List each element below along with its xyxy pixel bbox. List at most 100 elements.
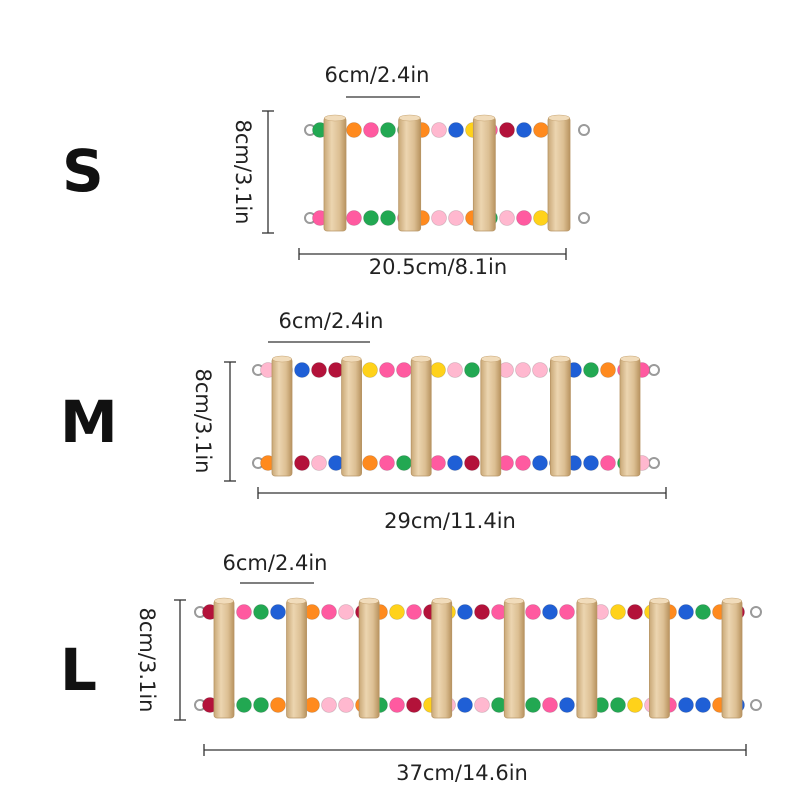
- wooden-rung: [550, 357, 571, 477]
- rung-spacing-label-m: 6cm/2.4in: [279, 309, 384, 333]
- bead: [311, 362, 327, 378]
- bead: [610, 604, 626, 620]
- bead: [600, 455, 616, 471]
- wooden-rung: [286, 599, 307, 719]
- rung-top: [359, 597, 379, 605]
- bead: [430, 455, 446, 471]
- ladder-product-l: [194, 597, 762, 719]
- bead: [600, 362, 616, 378]
- bead: [464, 362, 480, 378]
- bead: [406, 604, 422, 620]
- bead: [363, 210, 379, 226]
- wooden-rung: [398, 116, 422, 232]
- bead: [389, 604, 405, 620]
- rung-top: [272, 355, 292, 363]
- wooden-rung: [323, 116, 347, 232]
- rung-top: [473, 114, 496, 122]
- hook-icon: [750, 699, 762, 711]
- bead: [533, 122, 549, 138]
- hook-icon: [578, 124, 590, 136]
- wooden-rung: [480, 357, 502, 477]
- length-label-l: 37cm/14.6in: [396, 761, 528, 785]
- rung-spacing-label-s: 6cm/2.4in: [325, 63, 430, 87]
- length-label-m: 29cm/11.4in: [384, 509, 516, 533]
- size-s-group: S 6cm/2.4in 8cm/3.1in 20.5cm/8.1in: [62, 63, 590, 279]
- bead: [474, 697, 490, 713]
- rung-top: [341, 355, 362, 363]
- bead: [695, 604, 711, 620]
- bead: [532, 455, 548, 471]
- bead: [346, 210, 362, 226]
- bead: [396, 362, 412, 378]
- rung-top: [480, 355, 501, 363]
- bead: [583, 362, 599, 378]
- bead: [627, 697, 643, 713]
- rung-top: [504, 597, 525, 605]
- wooden-rung: [721, 599, 743, 719]
- bead: [525, 697, 541, 713]
- bead: [516, 210, 532, 226]
- bead: [448, 210, 464, 226]
- bead: [338, 604, 354, 620]
- bead: [362, 455, 378, 471]
- bead: [525, 604, 541, 620]
- bead: [533, 210, 549, 226]
- rung-top: [548, 114, 570, 122]
- bead: [236, 697, 252, 713]
- wooden-rung: [358, 599, 380, 719]
- length-label-s: 20.5cm/8.1in: [369, 255, 507, 279]
- rung-top: [398, 114, 421, 122]
- bead: [270, 697, 286, 713]
- bead: [515, 362, 531, 378]
- rung-spacing-label-l: 6cm/2.4in: [223, 551, 328, 575]
- bead: [396, 455, 412, 471]
- rung-top: [214, 597, 234, 605]
- rung-top: [722, 597, 742, 605]
- ladder-product-m: [252, 355, 660, 477]
- rung-top: [577, 597, 597, 605]
- bead: [346, 122, 362, 138]
- hook-icon: [648, 457, 660, 469]
- bead: [474, 604, 490, 620]
- bead: [678, 697, 694, 713]
- bead: [542, 604, 558, 620]
- wooden-rung: [410, 357, 432, 477]
- wooden-rung: [341, 357, 363, 477]
- bead: [363, 122, 379, 138]
- bead: [321, 604, 337, 620]
- rung-top: [286, 597, 307, 605]
- rung-top: [550, 355, 571, 363]
- height-label-m: 8cm/3.1in: [191, 369, 215, 474]
- size-label-l: L: [60, 636, 97, 704]
- rung-top: [431, 597, 452, 605]
- size-l-group: L 6cm/2.4in 8cm/3.1in 37cm/14.6in: [60, 551, 762, 785]
- hook-icon: [750, 606, 762, 618]
- hook-icon: [648, 364, 660, 376]
- bead: [627, 604, 643, 620]
- bead: [270, 604, 286, 620]
- size-m-group: M 6cm/2.4in 8cm/3.1in 29cm/11.4in: [60, 309, 667, 533]
- bead: [253, 604, 269, 620]
- bead: [695, 697, 711, 713]
- bead: [294, 362, 310, 378]
- wooden-rung: [271, 357, 293, 477]
- bead: [499, 210, 515, 226]
- wooden-rung: [619, 357, 641, 477]
- wooden-rung: [213, 599, 235, 719]
- bead: [516, 122, 532, 138]
- bead: [321, 697, 337, 713]
- rung-top: [649, 597, 670, 605]
- bead: [431, 210, 447, 226]
- bead: [559, 697, 575, 713]
- bead: [457, 604, 473, 620]
- wooden-rung: [472, 116, 496, 232]
- bead: [380, 122, 396, 138]
- ladder-product-s: [304, 114, 590, 232]
- bead: [430, 362, 446, 378]
- bead: [236, 604, 252, 620]
- bead: [542, 697, 558, 713]
- bead: [457, 697, 473, 713]
- size-label-m: M: [60, 388, 118, 456]
- bead: [464, 455, 480, 471]
